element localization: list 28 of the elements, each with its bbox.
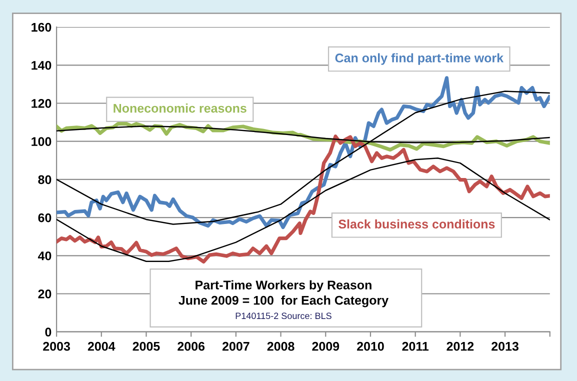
y-tick-label: 0 (45, 328, 52, 337)
x-tick-label: 2007 (222, 342, 250, 351)
y-tick-label: 40 (38, 251, 52, 260)
x-tick-label: 2013 (492, 342, 518, 351)
y-tick-label: 140 (32, 60, 52, 70)
x-tick-label: 2008 (267, 342, 294, 351)
x-tick-label: 2006 (178, 342, 205, 351)
x-tick-label: 2003 (43, 342, 70, 351)
text: Can only find part-time work (335, 53, 504, 65)
y-tick-label: 120 (32, 99, 52, 108)
x-tick-label: 2009 (312, 342, 340, 351)
y-tick-label: 80 (38, 175, 52, 184)
text: Part-Time Workers by Reason (196, 280, 372, 292)
y-tick-label: 160 (32, 22, 52, 32)
text: June 2009 = 100 for Each Category (178, 296, 389, 308)
x-tick-label: 2011 (402, 342, 429, 351)
x-tick-label: 2004 (88, 342, 116, 351)
line-series (56, 134, 550, 264)
text: Slack business conditions (338, 219, 495, 229)
line-series (56, 157, 550, 262)
x-tick-label: 2012 (446, 342, 474, 351)
y-tick-label: 20 (38, 290, 52, 298)
series-label: Noneconomic reasons (114, 104, 246, 113)
y-tick-label: 60 (38, 213, 52, 222)
x-tick-label: 2010 (357, 342, 384, 351)
annotation: P140115-2 Source: BLS (236, 312, 332, 320)
x-tick-label: 2005 (132, 342, 160, 351)
y-tick-label: 100 (32, 137, 52, 146)
